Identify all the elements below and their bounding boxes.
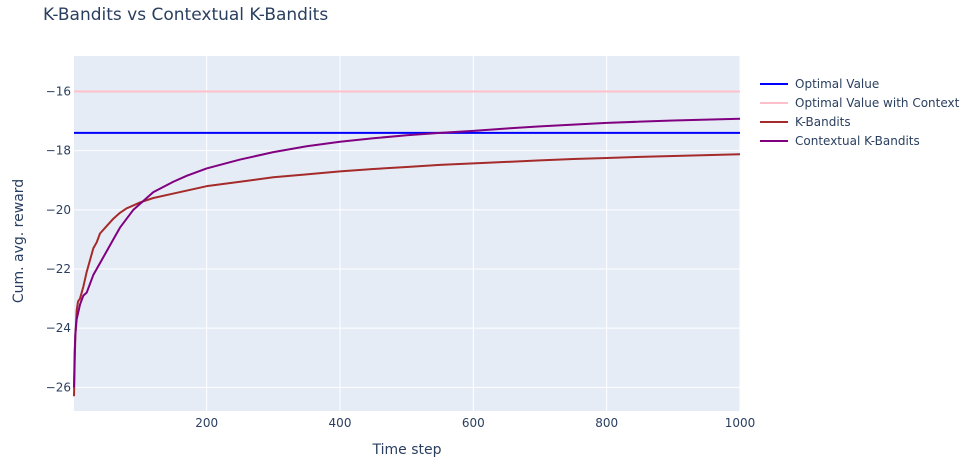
legend-label: Optimal Value [795, 77, 879, 91]
y-axis: −26 −24 −22 −20 −18 −16 [46, 85, 71, 395]
x-tick-label: 800 [595, 416, 618, 430]
y-axis-label: Cum. avg. reward [11, 179, 27, 303]
legend-label: Optimal Value with Context [795, 96, 960, 110]
y-tick-label: −26 [46, 380, 71, 394]
series-line-contextual-k-bandits [73, 117, 741, 388]
y-tick-label: −22 [46, 262, 71, 276]
legend-item-optimal-value[interactable]: Optimal Value [760, 77, 879, 91]
legend[interactable]: Optimal Value Optimal Value with Context K… [760, 77, 960, 148]
plot-background [74, 56, 740, 411]
y-tick-label: −24 [46, 321, 71, 335]
chart-title: K-Bandits vs Contextual K-Bandits [43, 5, 328, 25]
x-axis: 200 400 600 800 1000 [195, 416, 755, 430]
x-tick-label: 400 [329, 416, 352, 430]
y-tick-label: −18 [46, 144, 71, 158]
legend-item-contextual-k-bandits[interactable]: Contextual K-Bandits [760, 134, 920, 148]
x-axis-label: Time step [372, 442, 442, 458]
legend-label: Contextual K-Bandits [795, 134, 920, 148]
legend-item-k-bandits[interactable]: K-Bandits [760, 115, 851, 129]
series-line-k-bandits [73, 153, 741, 397]
x-tick-label: 1000 [725, 416, 756, 430]
legend-label: K-Bandits [795, 115, 851, 129]
series-layer [73, 90, 741, 397]
x-tick-label: 200 [195, 416, 218, 430]
y-tick-label: −20 [46, 203, 71, 217]
legend-item-optimal-value-with-context[interactable]: Optimal Value with Context [760, 96, 960, 110]
y-tick-label: −16 [46, 85, 71, 99]
x-tick-label: 600 [462, 416, 485, 430]
